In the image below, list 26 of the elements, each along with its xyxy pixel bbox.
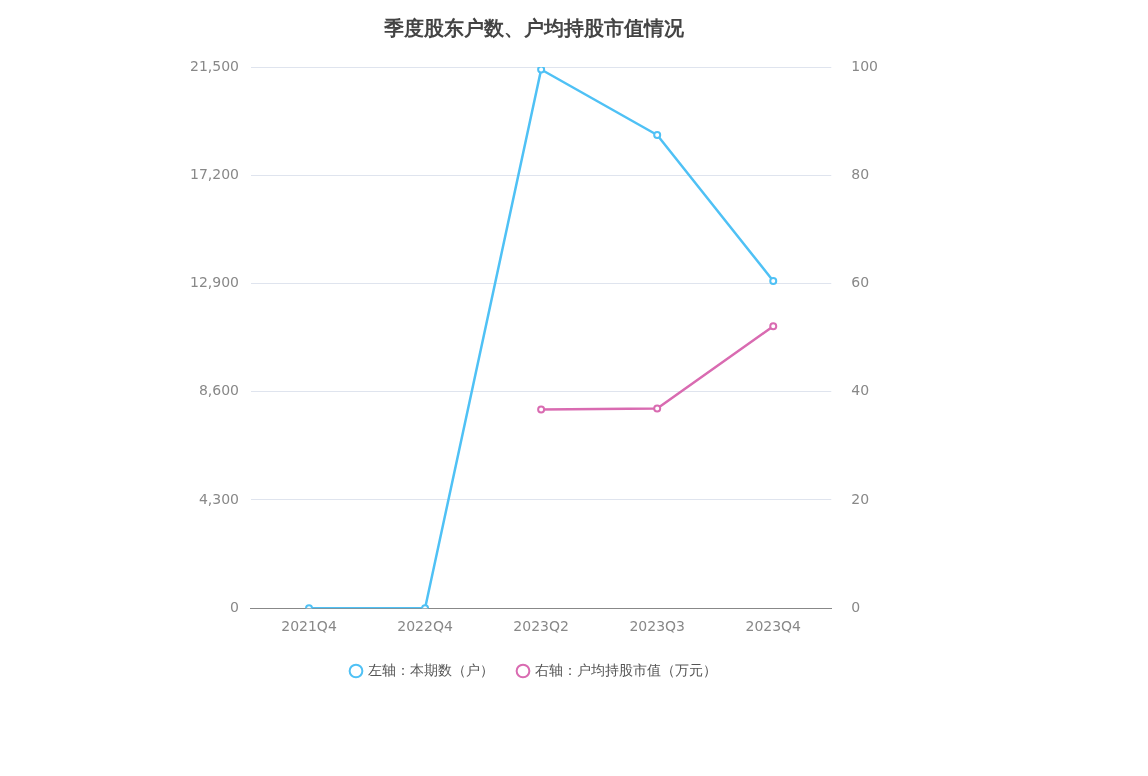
y-tick-label: 0	[230, 598, 239, 615]
y-tick-label: 4,300	[198, 490, 239, 507]
y2-tick-label: 60	[851, 274, 870, 291]
point	[769, 276, 778, 285]
x-tick-label: 2023Q3	[629, 618, 685, 635]
chart-title: 季度股东户数、户均持股市值情况	[383, 16, 685, 41]
point	[769, 322, 778, 331]
y2-tick-label: 0	[851, 598, 861, 615]
point	[537, 405, 546, 414]
y-tick-label: 12,900	[189, 274, 239, 291]
x-tick-label: 2022Q4	[397, 618, 453, 635]
x-tick-label: 2021Q4	[281, 618, 337, 635]
y-tick-label: 21,500	[189, 57, 239, 74]
legend-label: 左轴：本期数（户）	[367, 661, 494, 678]
x-tick-label: 2023Q4	[745, 618, 802, 635]
y2-tick-label: 100	[851, 57, 879, 74]
point	[653, 130, 662, 139]
y2-tick-label: 80	[851, 165, 870, 182]
point	[653, 404, 662, 413]
y-tick-label: 17,200	[189, 165, 239, 182]
point	[537, 67, 546, 74]
x-tick-label: 2023Q2	[513, 618, 569, 635]
legend-label: 右轴：户均持股市值（万元）	[534, 661, 717, 678]
y2-tick-label: 20	[851, 490, 870, 507]
y2-tick-label: 40	[851, 382, 870, 399]
y-tick-label: 8,600	[198, 382, 239, 399]
